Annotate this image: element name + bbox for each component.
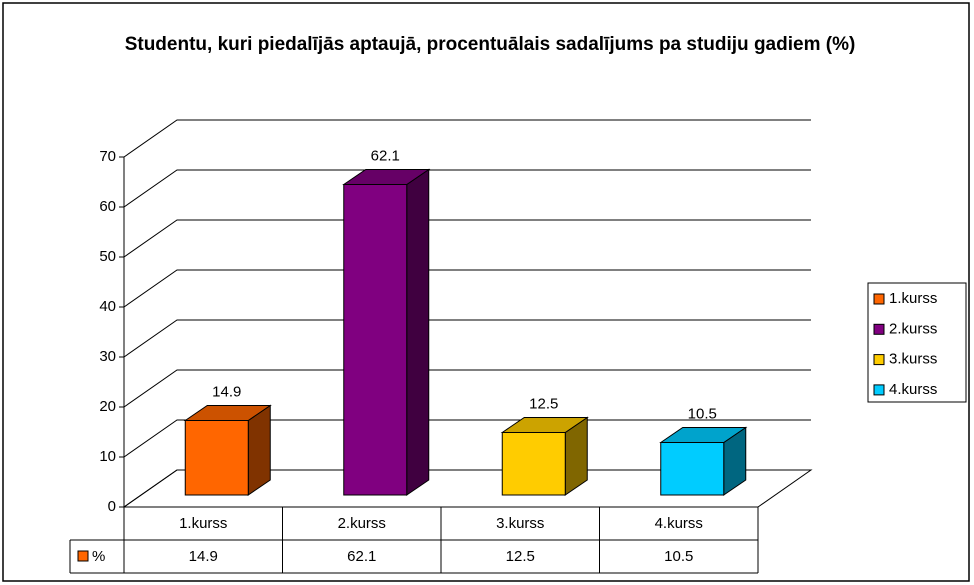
grid-line: [123, 119, 811, 158]
table-value: 10.5: [664, 548, 693, 565]
bar: [501, 432, 566, 496]
legend-key: [873, 323, 885, 335]
y-tick-label: 40: [99, 298, 116, 315]
legend-label: 2.kurss: [889, 320, 937, 337]
grid-line: [123, 419, 811, 458]
table-value: 14.9: [189, 548, 218, 565]
table-value: 62.1: [347, 548, 376, 565]
bar: [660, 442, 725, 496]
grid-line: [123, 369, 811, 408]
grid-line: [123, 219, 811, 258]
chart-title: Studentu, kuri piedalījās aptaujā, proce…: [124, 34, 856, 55]
y-tick-label: 30: [99, 348, 116, 365]
table-key: [77, 550, 89, 562]
grid-line: [123, 169, 811, 208]
y-tick-label: 20: [99, 398, 116, 415]
legend-key: [873, 354, 885, 366]
grid-line: [123, 469, 811, 508]
legend-label: 3.kurss: [889, 351, 937, 368]
legend-key: [873, 384, 885, 396]
x-tick-label: 1.kurss: [179, 515, 227, 532]
legend-label: 1.kurss: [889, 290, 937, 307]
y-tick-label: 0: [108, 498, 116, 515]
data-label: 14.9: [212, 383, 241, 400]
y-tick-label: 10: [99, 448, 116, 465]
bar: [343, 184, 408, 496]
x-tick-label: 2.kurss: [338, 515, 386, 532]
y-tick-label: 70: [99, 148, 116, 165]
data-label: 10.5: [688, 405, 717, 422]
grid-line: [123, 269, 811, 308]
y-tick-label: 60: [99, 198, 116, 215]
x-tick-label: 3.kurss: [496, 515, 544, 532]
table-value: 12.5: [506, 548, 535, 565]
bar: [184, 420, 249, 496]
grid-line: [123, 319, 811, 358]
y-tick-label: 50: [99, 248, 116, 265]
table-series-name: %: [92, 548, 105, 565]
bar-side: [406, 168, 430, 496]
data-label: 12.5: [529, 395, 558, 412]
legend-label: 4.kurss: [889, 381, 937, 398]
bar-side: [247, 404, 271, 496]
x-tick-label: 4.kurss: [655, 515, 703, 532]
legend-key: [873, 293, 885, 305]
data-label: 62.1: [371, 147, 400, 164]
